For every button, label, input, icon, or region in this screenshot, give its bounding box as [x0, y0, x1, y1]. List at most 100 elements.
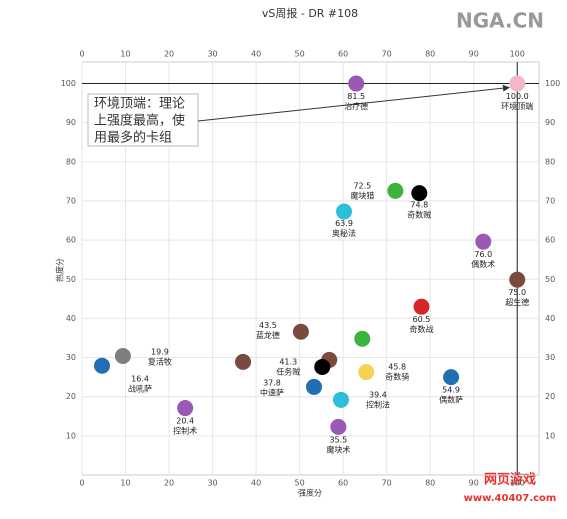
- x-tick-label: 60: [338, 479, 348, 488]
- x-tick-label: 40: [251, 50, 261, 59]
- x-tick-label: 90: [469, 50, 479, 59]
- point-score: 35.5: [329, 435, 347, 444]
- point-name: 任务贼: [276, 366, 300, 376]
- y-tick-label: 40: [66, 314, 76, 323]
- x-tick-label: 30: [207, 479, 217, 488]
- x-tick-label: 70: [382, 50, 392, 59]
- y-tick-label: 60: [66, 236, 76, 245]
- point-score: 39.4: [369, 390, 387, 399]
- x-tick-label: 30: [207, 50, 217, 59]
- point-name: 偶数萨: [439, 395, 463, 405]
- x-tick-label: 10: [120, 50, 130, 59]
- point-name: 复活牧: [148, 356, 172, 366]
- point-score: 20.4: [176, 417, 194, 426]
- point-score: 16.4: [131, 374, 149, 383]
- x-tick-label: 80: [425, 50, 435, 59]
- point-name: 魔块猎: [350, 190, 374, 200]
- x-axis-label: 强度分: [298, 488, 322, 498]
- x-tick-label: 0: [79, 50, 84, 59]
- y-tick-label: 50: [66, 275, 76, 284]
- point-name: 控制术: [173, 426, 197, 436]
- y-axis-label: 热度分: [55, 258, 65, 282]
- point: [305, 378, 322, 395]
- y-tick-label: 30: [66, 353, 76, 362]
- point: [336, 203, 353, 220]
- chart-title: vS周报 - DR #108: [262, 6, 358, 20]
- point-score: 45.8: [388, 363, 406, 372]
- point-score: 41.3: [279, 357, 297, 366]
- point: [330, 418, 347, 435]
- y-tick-label: 70: [66, 196, 76, 205]
- annotation-text: 环境顶端：理论: [94, 97, 185, 112]
- annotation-box: [87, 93, 199, 147]
- y-tick-label: 90: [545, 118, 555, 127]
- point-name: 奥秘法: [332, 228, 356, 238]
- point-score: 37.8: [263, 378, 281, 387]
- point-score: 54.9: [442, 386, 460, 395]
- y-tick-label: 10: [545, 431, 555, 440]
- point: [314, 358, 331, 375]
- y-tick-label: 40: [545, 314, 555, 323]
- point-score: 19.9: [151, 347, 169, 356]
- point: [413, 298, 430, 315]
- point-name: 奇数战: [409, 324, 433, 334]
- x-tick-label: 20: [164, 479, 174, 488]
- point: [292, 323, 309, 340]
- x-tick-label: 10: [120, 479, 130, 488]
- plot: 0 0 10 10 20 20 30 30 40 40 50 50 60 60 70 70 80 80 90 90 10…: [61, 50, 561, 488]
- x-tick-label: 60: [338, 50, 348, 59]
- point: [443, 369, 460, 386]
- point-score: 43.5: [259, 321, 277, 330]
- x-tick-label: 0: [79, 479, 84, 488]
- x-tick-label: 100: [510, 479, 525, 488]
- point: [235, 353, 252, 370]
- point-name: 控制法: [366, 399, 390, 409]
- point-score: 76.0: [474, 250, 492, 259]
- point-name: 超生德: [505, 297, 529, 307]
- x-tick-label: 70: [382, 479, 392, 488]
- y-tick-label: 10: [66, 431, 76, 440]
- point-name: 环境顶端: [501, 101, 533, 111]
- point: [475, 233, 492, 250]
- annotation-arrow: [197, 84, 510, 122]
- point-name: 战吼萨: [128, 383, 152, 393]
- point: [332, 391, 349, 408]
- y-tick-label: 70: [545, 196, 555, 205]
- y-tick-label: 50: [545, 275, 555, 284]
- y-tick-label: 20: [545, 392, 555, 401]
- x-tick-label: 80: [425, 479, 435, 488]
- y-tick-label: 60: [545, 236, 555, 245]
- point: [509, 75, 526, 92]
- point-name: 偶数术: [471, 259, 495, 269]
- point: [177, 400, 194, 417]
- point-name: 治疗德: [344, 101, 368, 111]
- point-score: 100.0: [506, 92, 529, 101]
- watermark: www.40407.com: [464, 493, 557, 504]
- y-tick-label: 80: [66, 157, 76, 166]
- point: [94, 357, 111, 374]
- y-tick-label: 20: [66, 392, 76, 401]
- x-tick-label: 50: [295, 479, 305, 488]
- x-tick-label: 90: [469, 479, 479, 488]
- point: [387, 182, 404, 199]
- watermark: NGA.CN: [456, 9, 544, 33]
- point: [348, 75, 365, 92]
- y-tick-label: 100: [545, 79, 560, 88]
- point-name: 中速萨: [260, 387, 284, 397]
- point: [114, 347, 131, 364]
- x-tick-label: 100: [510, 50, 525, 59]
- annotation-text: 上强度最高，使: [94, 113, 185, 129]
- x-tick-label: 50: [295, 50, 305, 59]
- point: [358, 364, 375, 381]
- point: [354, 330, 371, 347]
- annotation-text: 用最多的卡组: [94, 130, 172, 146]
- y-tick-label: 30: [545, 353, 555, 362]
- point-name: 魔块术: [326, 444, 350, 454]
- point-name: 蓝龙德: [256, 330, 280, 340]
- point: [411, 185, 428, 202]
- point-name: 奇数贼: [407, 210, 431, 220]
- point-score: 74.8: [410, 201, 428, 210]
- y-tick-label: 90: [66, 118, 76, 127]
